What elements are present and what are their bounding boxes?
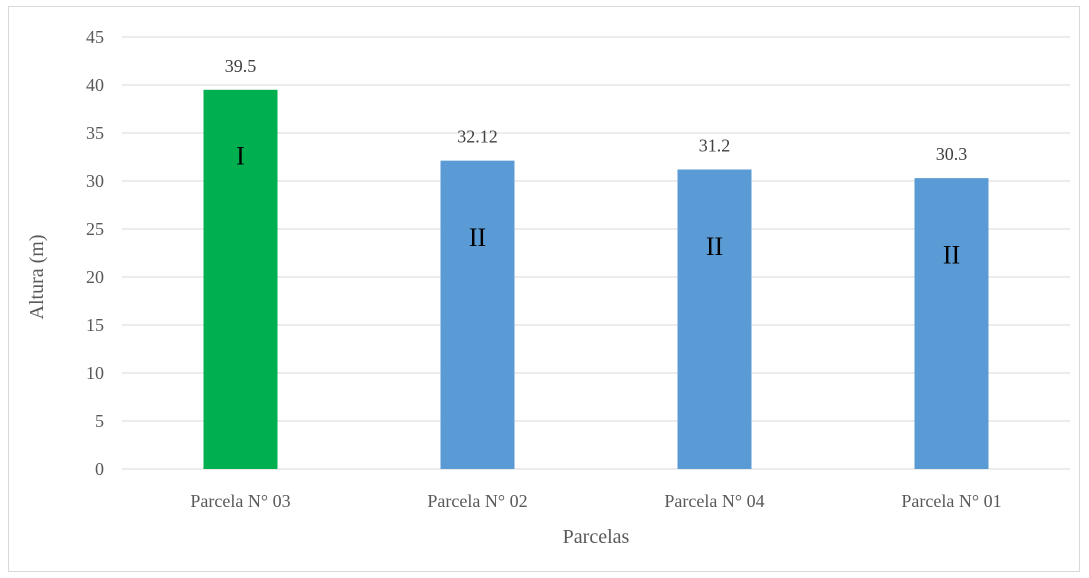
data-label: 31.2 — [699, 135, 731, 155]
bar — [203, 89, 278, 470]
data-labels: 39.5 32.12 31.2 30.3 — [225, 56, 968, 164]
y-axis-title: Altura (m) — [26, 235, 48, 320]
bar — [440, 160, 515, 469]
group-label: II — [469, 223, 486, 252]
group-label: II — [706, 232, 723, 261]
bar — [914, 178, 989, 469]
y-tick-label: 35 — [86, 123, 104, 143]
y-tick-label: 25 — [86, 219, 104, 239]
y-tick-label: 40 — [86, 75, 104, 95]
y-tick-label: 30 — [86, 171, 104, 191]
category-label: Parcela N° 03 — [190, 491, 290, 511]
data-label: 32.12 — [457, 127, 498, 147]
group-labels: III II II — [236, 142, 960, 270]
group-label: I — [236, 142, 245, 171]
category-labels: Parcela N° 03 Parcela N° 02 Parcela N° 04 P… — [190, 491, 1001, 511]
data-label: 30.3 — [936, 144, 968, 164]
gridlines — [122, 36, 1070, 470]
x-axis-title: Parcelas — [563, 526, 630, 548]
bar — [677, 169, 752, 470]
bars — [203, 89, 989, 470]
data-label: 39.5 — [225, 56, 257, 76]
category-label: Parcela N° 04 — [664, 491, 764, 511]
category-label: Parcela N° 01 — [901, 491, 1001, 511]
chart-frame — [8, 6, 1080, 572]
group-label: II — [943, 241, 960, 270]
y-tick-label: 5 — [95, 411, 104, 431]
y-tick-label: 10 — [86, 363, 104, 383]
y-tick-label: 20 — [86, 267, 104, 287]
y-tick-label: 0 — [95, 459, 104, 479]
y-tick-labels: 0 5 10 15 20 25 30 35 40 45 — [86, 27, 104, 479]
y-tick-label: 45 — [86, 27, 104, 47]
category-label: Parcela N° 02 — [427, 491, 527, 511]
y-tick-label: 15 — [86, 315, 104, 335]
